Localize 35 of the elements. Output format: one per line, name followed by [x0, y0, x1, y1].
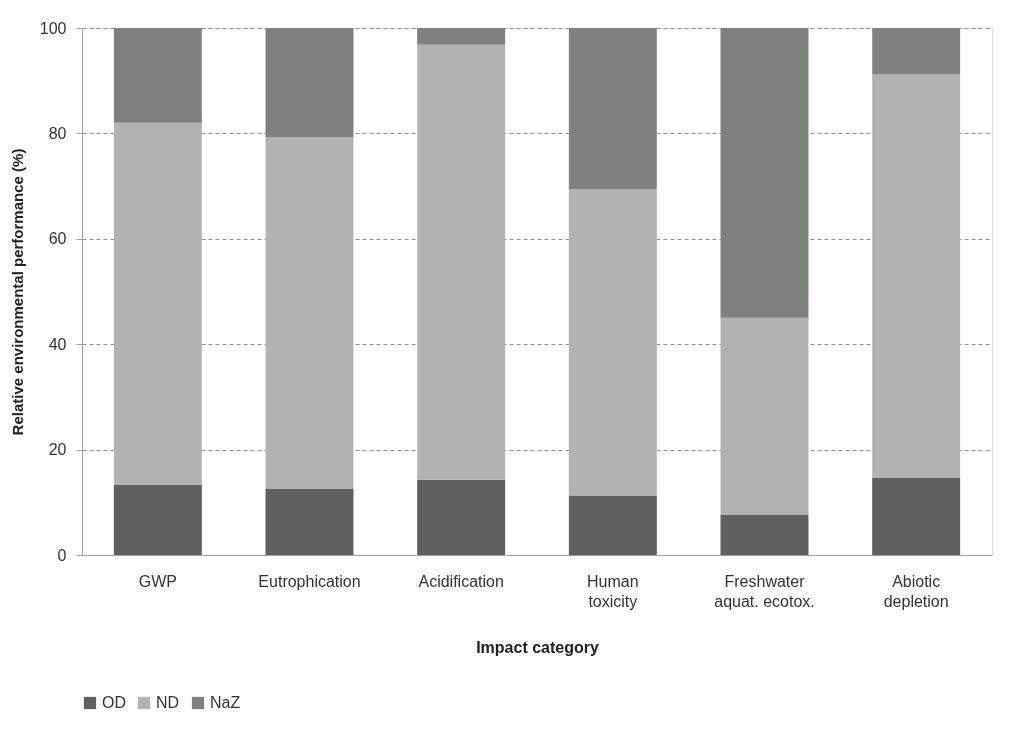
- y-tick-label: 100: [39, 19, 67, 37]
- bar: [568, 495, 657, 555]
- bar: [568, 189, 657, 496]
- x-tick-label: Eutrophication: [258, 572, 361, 590]
- x-tick-label: GWP: [138, 572, 177, 590]
- bar: [872, 74, 961, 479]
- x-tick-label: Human toxicity: [587, 572, 639, 610]
- bar: [265, 137, 354, 489]
- bar: [872, 478, 961, 555]
- bar: [417, 479, 506, 555]
- legend-label: OD: [102, 694, 126, 711]
- x-tick-label: Freshwater aquat. ecotox.: [714, 572, 815, 610]
- bar: [113, 28, 202, 123]
- x-tick-label: Abiotic depletion: [883, 572, 949, 610]
- y-tick-label: 20: [48, 441, 67, 459]
- y-tick-label: 60: [48, 230, 67, 248]
- x-axis-title: Impact category: [476, 638, 599, 656]
- y-axis-title: Relative environmental performance (%): [8, 148, 26, 436]
- x-tick-label: Acidification: [418, 572, 504, 590]
- legend-label: ND: [156, 694, 180, 711]
- bar: [113, 484, 202, 555]
- bar: [417, 28, 506, 45]
- bar: [872, 28, 961, 75]
- bar: [720, 317, 809, 515]
- y-tick-label: 40: [48, 335, 67, 353]
- y-tick-label: 80: [48, 124, 67, 142]
- bar: [720, 28, 809, 318]
- bar: [417, 44, 506, 480]
- bar: [265, 488, 354, 555]
- y-tick-label: 0: [57, 546, 67, 564]
- bar: [265, 28, 354, 138]
- legend-label: NaZ: [210, 694, 241, 711]
- bar: [720, 514, 809, 555]
- bar: [568, 28, 657, 190]
- bar: [113, 122, 202, 485]
